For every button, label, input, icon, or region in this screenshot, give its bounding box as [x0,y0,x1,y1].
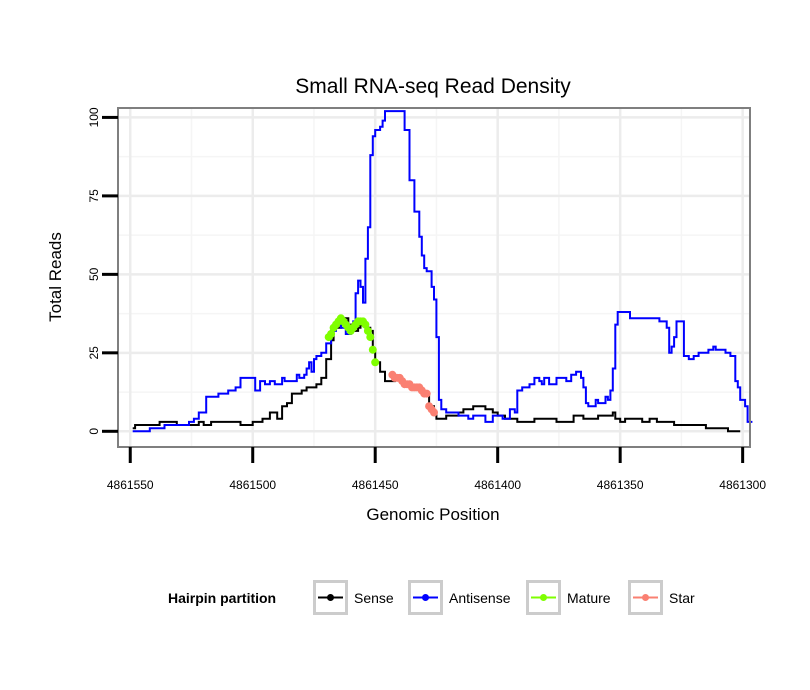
x-tick-label: 4861450 [352,478,399,492]
sense-series-line [132,317,741,433]
x-tick-label: 4861550 [107,478,154,492]
x-axis-label: Genomic Position [366,505,499,524]
mature-point [327,330,336,338]
y-tick-label: 25 [87,346,101,360]
mature-point [366,333,375,342]
mature-point [368,345,377,354]
x-tick-label: 4861500 [229,478,276,492]
panel-background [118,108,750,447]
x-tick-label: 4861350 [597,478,644,492]
panel-border [117,107,751,448]
y-axis-label: Total Reads [46,232,65,322]
legend-point-mature [540,594,547,601]
y-tick-label: 100 [87,107,101,127]
legend-title: Hairpin partition [168,590,276,606]
legend-label-antisense: Antisense [449,590,511,606]
legend-point-star [642,594,649,601]
legend-point-antisense [422,594,429,601]
x-tick-label: 4861400 [474,478,521,492]
legend: Hairpin partition Sense Antisense Mature St… [168,580,695,615]
axes: 4861550 4861500 4861450 4861400 4861350 48613… [87,107,766,492]
legend-point-sense [327,594,334,601]
grid-lines [118,108,750,447]
mature-point [371,358,380,367]
y-tick-label: 75 [87,189,101,203]
y-tick-label: 0 [87,428,101,435]
series-layer [132,110,753,433]
star-point [430,408,438,417]
star-point [422,389,431,398]
chart-title: Small RNA-seq Read Density [295,75,571,98]
mature-point [361,320,370,329]
antisense-series-line [132,110,753,433]
legend-label-star: Star [669,590,695,606]
x-tick-label: 4861300 [719,478,766,492]
y-tick-label: 50 [87,267,101,281]
mature-point [363,326,372,335]
legend-label-mature: Mature [567,590,611,606]
legend-label-sense: Sense [354,590,394,606]
